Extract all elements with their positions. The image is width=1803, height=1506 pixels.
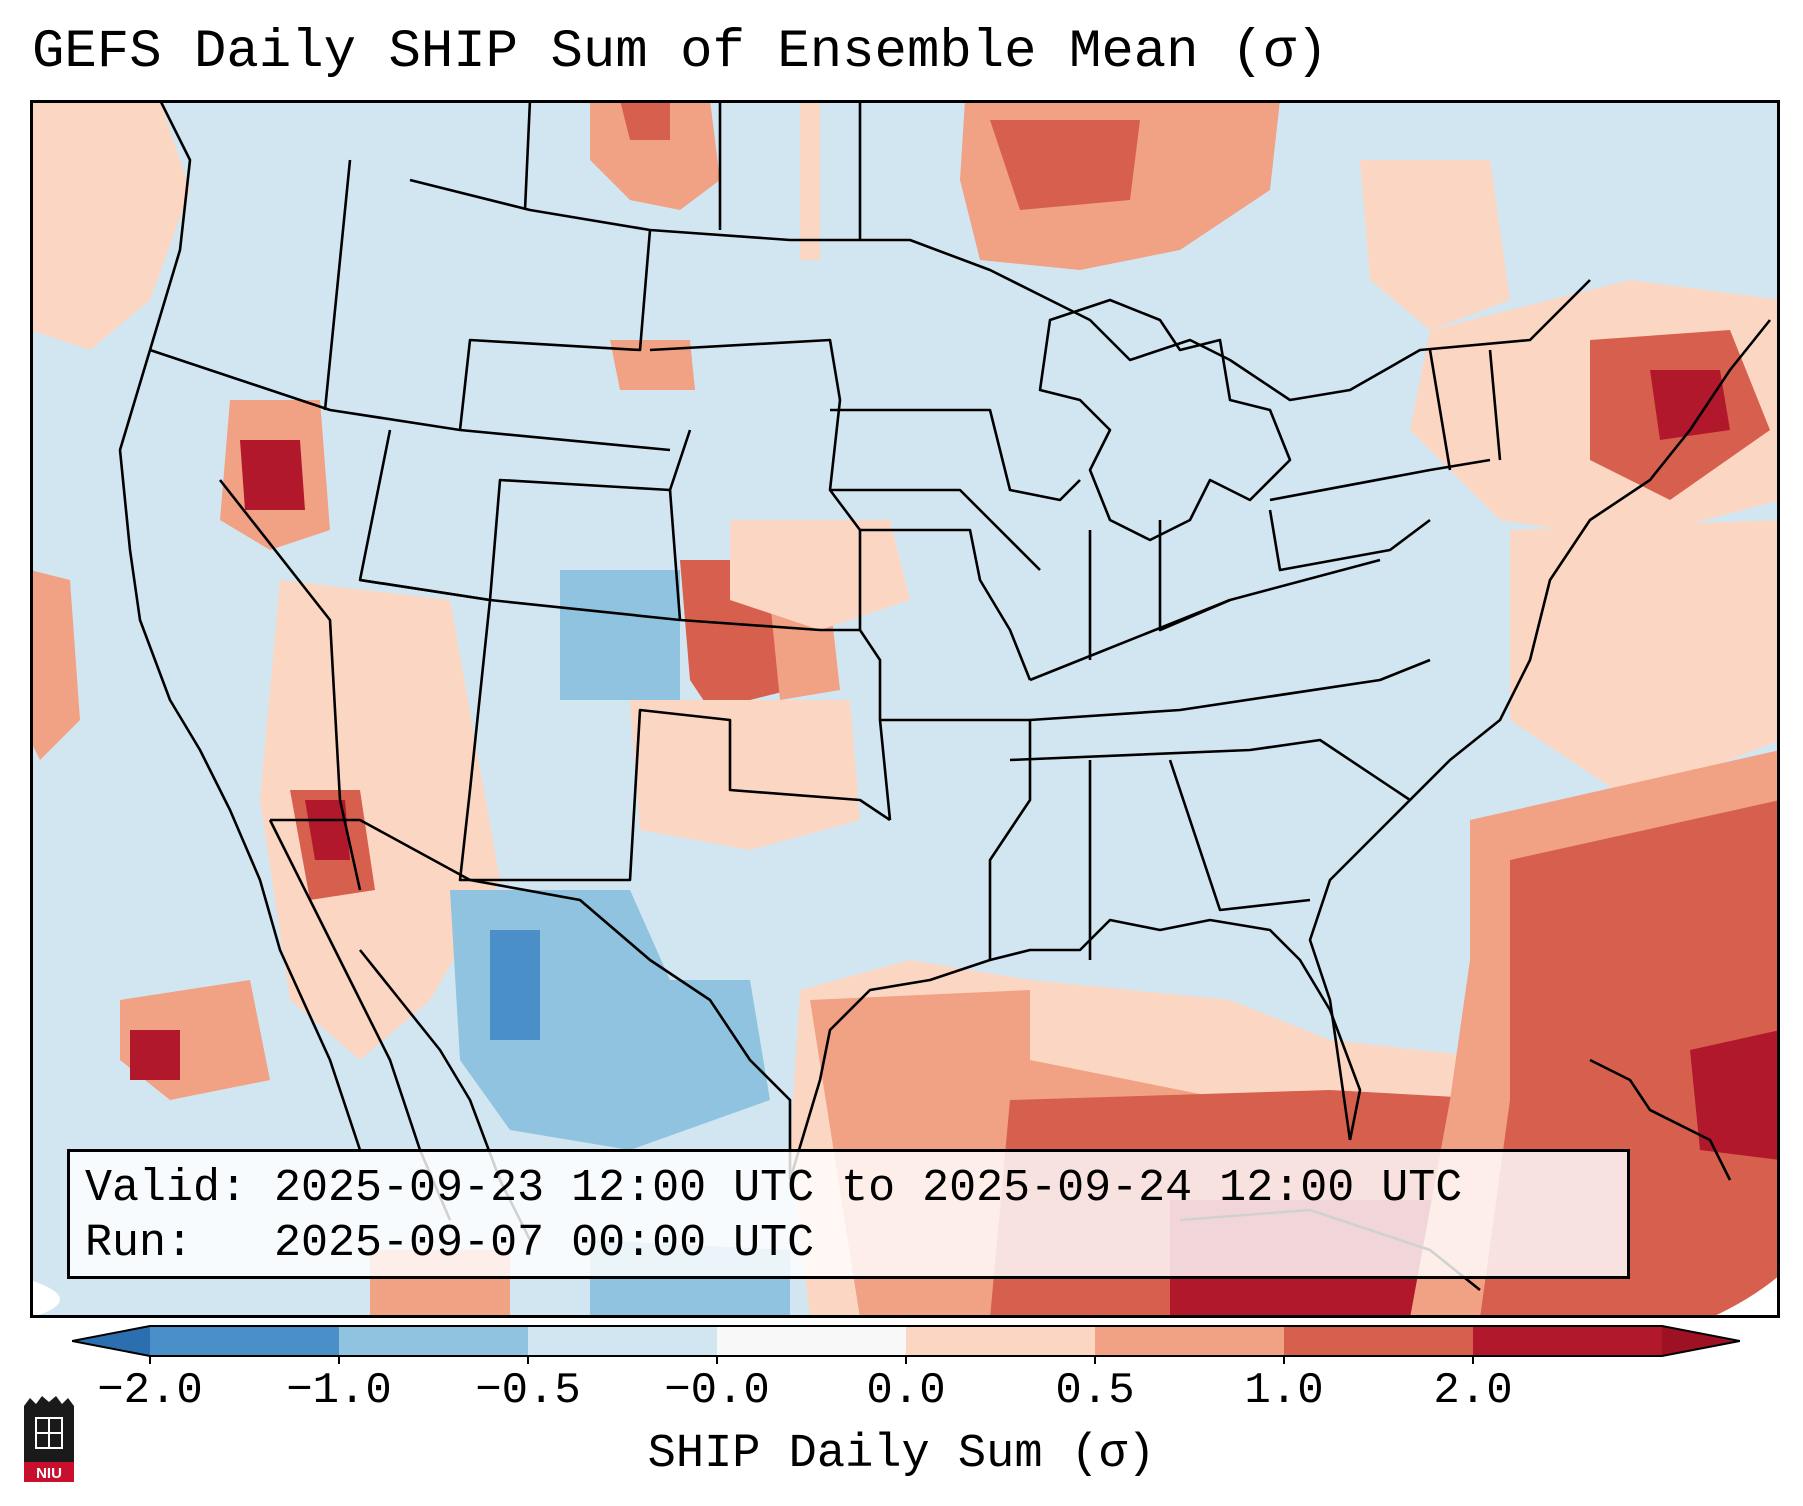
state-line-ew-14 bbox=[1029, 558, 1381, 682]
state-line-ew-23 bbox=[1488, 349, 1502, 461]
colorbar-segment bbox=[1473, 1326, 1663, 1356]
bahamas-outline bbox=[1589, 1058, 1732, 1181]
anomaly-area-pacific-w bbox=[30, 570, 80, 760]
colorbar bbox=[72, 1325, 1740, 1364]
colorbar-segment bbox=[528, 1326, 718, 1356]
colorbar-tick-label: 2.0 bbox=[1433, 1366, 1513, 1416]
colorbar-extend-low bbox=[72, 1326, 150, 1356]
state-line-ew-21 bbox=[1269, 458, 1491, 502]
colorbar-segments bbox=[72, 1325, 1740, 1364]
state-line-ew-12 bbox=[880, 718, 1032, 960]
colorbar-segment bbox=[717, 1326, 907, 1356]
niu-logo: NIU bbox=[24, 1396, 74, 1482]
colorbar-tick-label: 0.0 bbox=[866, 1366, 946, 1416]
state-line-ew-10 bbox=[830, 488, 1041, 571]
logo-text: NIU bbox=[36, 1465, 62, 1482]
state-line-ns-1 bbox=[323, 159, 352, 411]
map-panel[interactable] bbox=[30, 100, 1780, 1318]
state-line-ew-2 bbox=[458, 229, 652, 431]
coastline-west bbox=[118, 100, 362, 1151]
map-frame bbox=[30, 100, 1780, 1318]
state-line-ns-2 bbox=[523, 100, 532, 211]
colorbar-segment bbox=[150, 1326, 340, 1356]
state-line-ew-18 bbox=[1009, 738, 1411, 802]
colorbar-label: SHIP Daily Sum (σ) bbox=[647, 1428, 1156, 1481]
anomaly-area-socal-core bbox=[305, 800, 350, 860]
mexico-border bbox=[270, 818, 792, 1180]
anomaly-area-southwest bbox=[260, 580, 500, 1060]
anomaly-area-pacific-nw bbox=[30, 100, 190, 350]
anomaly-area-newmexico bbox=[630, 700, 860, 850]
state-line-ew-20 bbox=[1168, 759, 1311, 912]
anomaly-area-nevada-core bbox=[240, 440, 305, 510]
colorbar-tick-label: 0.5 bbox=[1055, 1366, 1135, 1416]
colorbar-segment bbox=[339, 1326, 529, 1356]
colorbar-ticks: −2.0 −1.0 −0.5 −0.0 0.0 0.5 1.0 2.0 bbox=[0, 1366, 1803, 1426]
state-line-ew-11 bbox=[860, 528, 1032, 681]
colorbar-tick-label: −0.0 bbox=[664, 1366, 770, 1416]
state-line-ew-4 bbox=[218, 479, 362, 891]
state-line-ew-7 bbox=[668, 489, 682, 621]
projection-edge-right bbox=[1710, 1275, 1780, 1318]
gulf-coast bbox=[788, 918, 1362, 1181]
anomaly-area-baja-core bbox=[130, 1030, 180, 1080]
anomaly-area-bahamas bbox=[1690, 1030, 1780, 1160]
map-canvas bbox=[30, 100, 1780, 1318]
state-line-ew-9 bbox=[830, 408, 1081, 502]
colorbar-tick-label: −0.5 bbox=[475, 1366, 581, 1416]
colorbar-extend-high bbox=[1662, 1326, 1740, 1356]
state-line-ew-6 bbox=[458, 599, 891, 882]
colorbar-tick-label: 1.0 bbox=[1244, 1366, 1324, 1416]
colorbar-segment bbox=[1284, 1326, 1474, 1356]
anomaly-area-atlantic bbox=[1510, 520, 1780, 800]
map-title: GEFS Daily SHIP Sum of Ensemble Mean (σ) bbox=[32, 22, 1329, 83]
valid-time-line: Valid: 2025-09-23 12:00 UTC to 2025-09-2… bbox=[85, 1163, 1463, 1214]
political-boundaries bbox=[118, 100, 1772, 1292]
anomaly-area-canada-1 bbox=[590, 100, 720, 210]
state-line-ew-17 bbox=[1268, 509, 1431, 572]
run-time-line: Run: 2025-09-07 00:00 UTC bbox=[85, 1218, 815, 1269]
state-line-ew-3 bbox=[358, 429, 692, 602]
anomaly-area-wyoming bbox=[610, 340, 695, 390]
anomaly-area-canada-6 bbox=[1360, 160, 1510, 330]
state-line-ew-22 bbox=[1428, 349, 1452, 471]
anomaly-area-utah bbox=[560, 570, 680, 700]
anomaly-area-newengland-core bbox=[1650, 370, 1730, 440]
anomaly-area-mexico-core bbox=[490, 930, 540, 1040]
colorbar-segment bbox=[906, 1326, 1096, 1356]
great-lakes bbox=[1038, 298, 1292, 542]
state-line-ew-16 bbox=[1158, 520, 1231, 632]
info-box: Valid: 2025-09-23 12:00 UTC to 2025-09-2… bbox=[67, 1149, 1630, 1279]
colorbar-tick-label: −1.0 bbox=[286, 1366, 392, 1416]
projection-edge-left bbox=[30, 1280, 60, 1318]
anomaly-area-plains bbox=[730, 520, 910, 630]
canada-border bbox=[409, 178, 1591, 402]
east-coast bbox=[1308, 319, 1772, 1141]
logo-banner bbox=[24, 1462, 74, 1482]
state-line-ew-13 bbox=[1029, 658, 1431, 722]
colorbar-segment bbox=[1095, 1326, 1285, 1356]
colorbar-tick-label: −2.0 bbox=[97, 1366, 203, 1416]
anomaly-area-canada-3 bbox=[800, 100, 820, 260]
anomaly-area-canada-2 bbox=[620, 100, 670, 140]
anomaly-area-canada-5 bbox=[990, 120, 1140, 210]
state-line-ew-1 bbox=[149, 348, 671, 452]
